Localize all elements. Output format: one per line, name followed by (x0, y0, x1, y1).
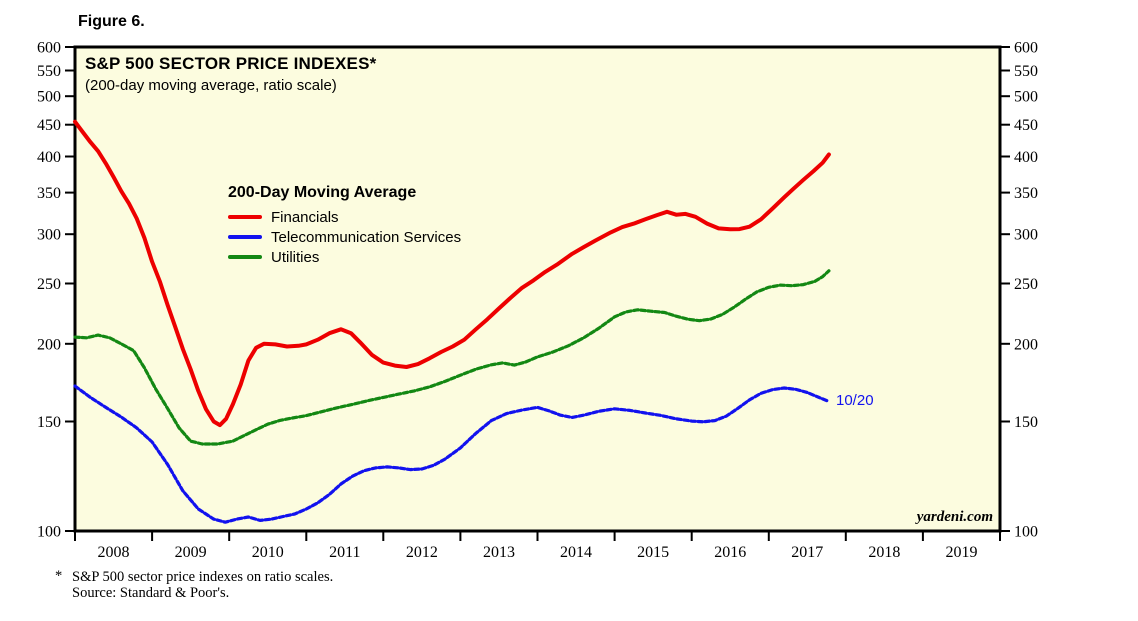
svg-text:350: 350 (1014, 185, 1038, 202)
svg-text:550: 550 (1014, 63, 1038, 80)
svg-text:2018: 2018 (868, 544, 900, 561)
footnote: * S&P 500 sector price indexes on ratio … (55, 568, 334, 601)
svg-text:250: 250 (37, 276, 61, 293)
svg-text:600: 600 (37, 40, 61, 57)
financials-line-swatch-icon (228, 215, 262, 219)
svg-text:400: 400 (1014, 149, 1038, 166)
svg-text:250: 250 (1014, 276, 1038, 293)
svg-text:2015: 2015 (637, 544, 669, 561)
legend-item-financials: Financials (228, 207, 461, 227)
svg-text:450: 450 (37, 117, 61, 134)
telecom-line-swatch-icon (228, 235, 262, 239)
svg-text:2008: 2008 (98, 544, 130, 561)
legend: 200-Day Moving Average Financials Teleco… (228, 184, 461, 267)
legend-label: Financials (271, 208, 339, 226)
svg-text:2011: 2011 (329, 544, 360, 561)
svg-text:2012: 2012 (406, 544, 438, 561)
svg-text:2014: 2014 (560, 544, 592, 561)
svg-text:100: 100 (37, 524, 61, 541)
svg-text:350: 350 (37, 185, 61, 202)
svg-text:2017: 2017 (791, 544, 823, 561)
svg-text:500: 500 (1014, 89, 1038, 106)
svg-text:300: 300 (1014, 227, 1038, 244)
chart-subtitle: (200-day moving average, ratio scale) (85, 77, 337, 94)
legend-title: 200-Day Moving Average (228, 184, 417, 201)
svg-text:2010: 2010 (252, 544, 284, 561)
svg-text:100: 100 (1014, 524, 1038, 541)
svg-text:2013: 2013 (483, 544, 515, 561)
svg-text:300: 300 (37, 227, 61, 244)
svg-text:550: 550 (37, 63, 61, 80)
svg-text:500: 500 (37, 89, 61, 106)
footnote-marker: * (55, 568, 63, 584)
svg-text:150: 150 (37, 414, 61, 431)
legend-item-telecom: Telecommunication Services (228, 227, 461, 247)
svg-text:2019: 2019 (946, 544, 978, 561)
svg-text:400: 400 (37, 149, 61, 166)
legend-item-utilities: Utilities (228, 247, 461, 267)
svg-text:200: 200 (1014, 336, 1038, 353)
svg-text:200: 200 (37, 336, 61, 353)
utilities-line-swatch-icon (228, 255, 262, 259)
legend-label: Utilities (271, 248, 320, 266)
chart-title: S&P 500 SECTOR PRICE INDEXES* (85, 54, 377, 73)
legend-label: Telecommunication Services (271, 228, 462, 246)
latest-date-label: 10/20 (836, 392, 874, 409)
footnote-line2: Source: Standard & Poor's. (72, 585, 230, 601)
svg-text:450: 450 (1014, 117, 1038, 134)
figure-label: Figure 6. (78, 13, 145, 30)
watermark: yardeni.com (916, 509, 993, 525)
svg-text:2016: 2016 (714, 544, 746, 561)
svg-text:2009: 2009 (175, 544, 207, 561)
footnote-line1: S&P 500 sector price indexes on ratio sc… (72, 569, 334, 585)
svg-text:150: 150 (1014, 414, 1038, 431)
svg-text:600: 600 (1014, 40, 1038, 57)
